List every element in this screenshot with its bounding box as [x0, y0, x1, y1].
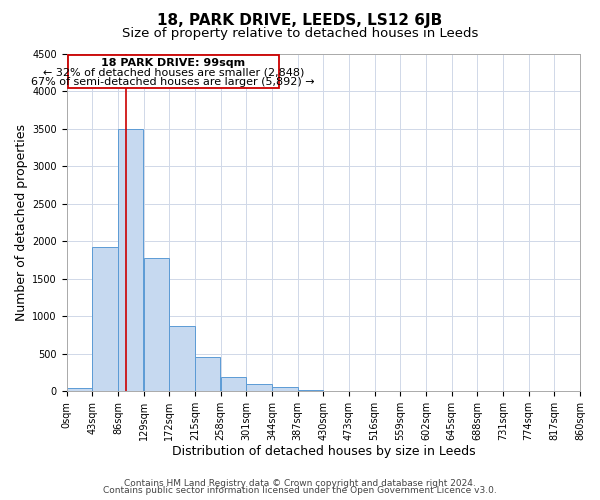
Bar [298, 390, 323, 391]
Text: ← 32% of detached houses are smaller (2,848): ← 32% of detached houses are smaller (2,… [43, 67, 304, 77]
Text: Contains HM Land Registry data © Crown copyright and database right 2024.: Contains HM Land Registry data © Crown c… [124, 478, 476, 488]
Text: 18, PARK DRIVE, LEEDS, LS12 6JB: 18, PARK DRIVE, LEEDS, LS12 6JB [157, 12, 443, 28]
Y-axis label: Number of detached properties: Number of detached properties [15, 124, 28, 321]
Text: Size of property relative to detached houses in Leeds: Size of property relative to detached ho… [122, 28, 478, 40]
Bar [272, 387, 298, 391]
X-axis label: Distribution of detached houses by size in Leeds: Distribution of detached houses by size … [172, 444, 475, 458]
Bar [118, 129, 143, 391]
Text: Contains public sector information licensed under the Open Government Licence v3: Contains public sector information licen… [103, 486, 497, 495]
Text: 67% of semi-detached houses are larger (5,892) →: 67% of semi-detached houses are larger (… [31, 77, 315, 87]
FancyBboxPatch shape [68, 54, 278, 88]
Bar [67, 388, 92, 391]
Text: 18 PARK DRIVE: 99sqm: 18 PARK DRIVE: 99sqm [101, 58, 245, 68]
Bar [221, 378, 246, 391]
Bar [169, 326, 195, 391]
Bar [195, 357, 220, 391]
Bar [144, 258, 169, 391]
Bar [92, 246, 118, 391]
Bar [247, 384, 272, 391]
